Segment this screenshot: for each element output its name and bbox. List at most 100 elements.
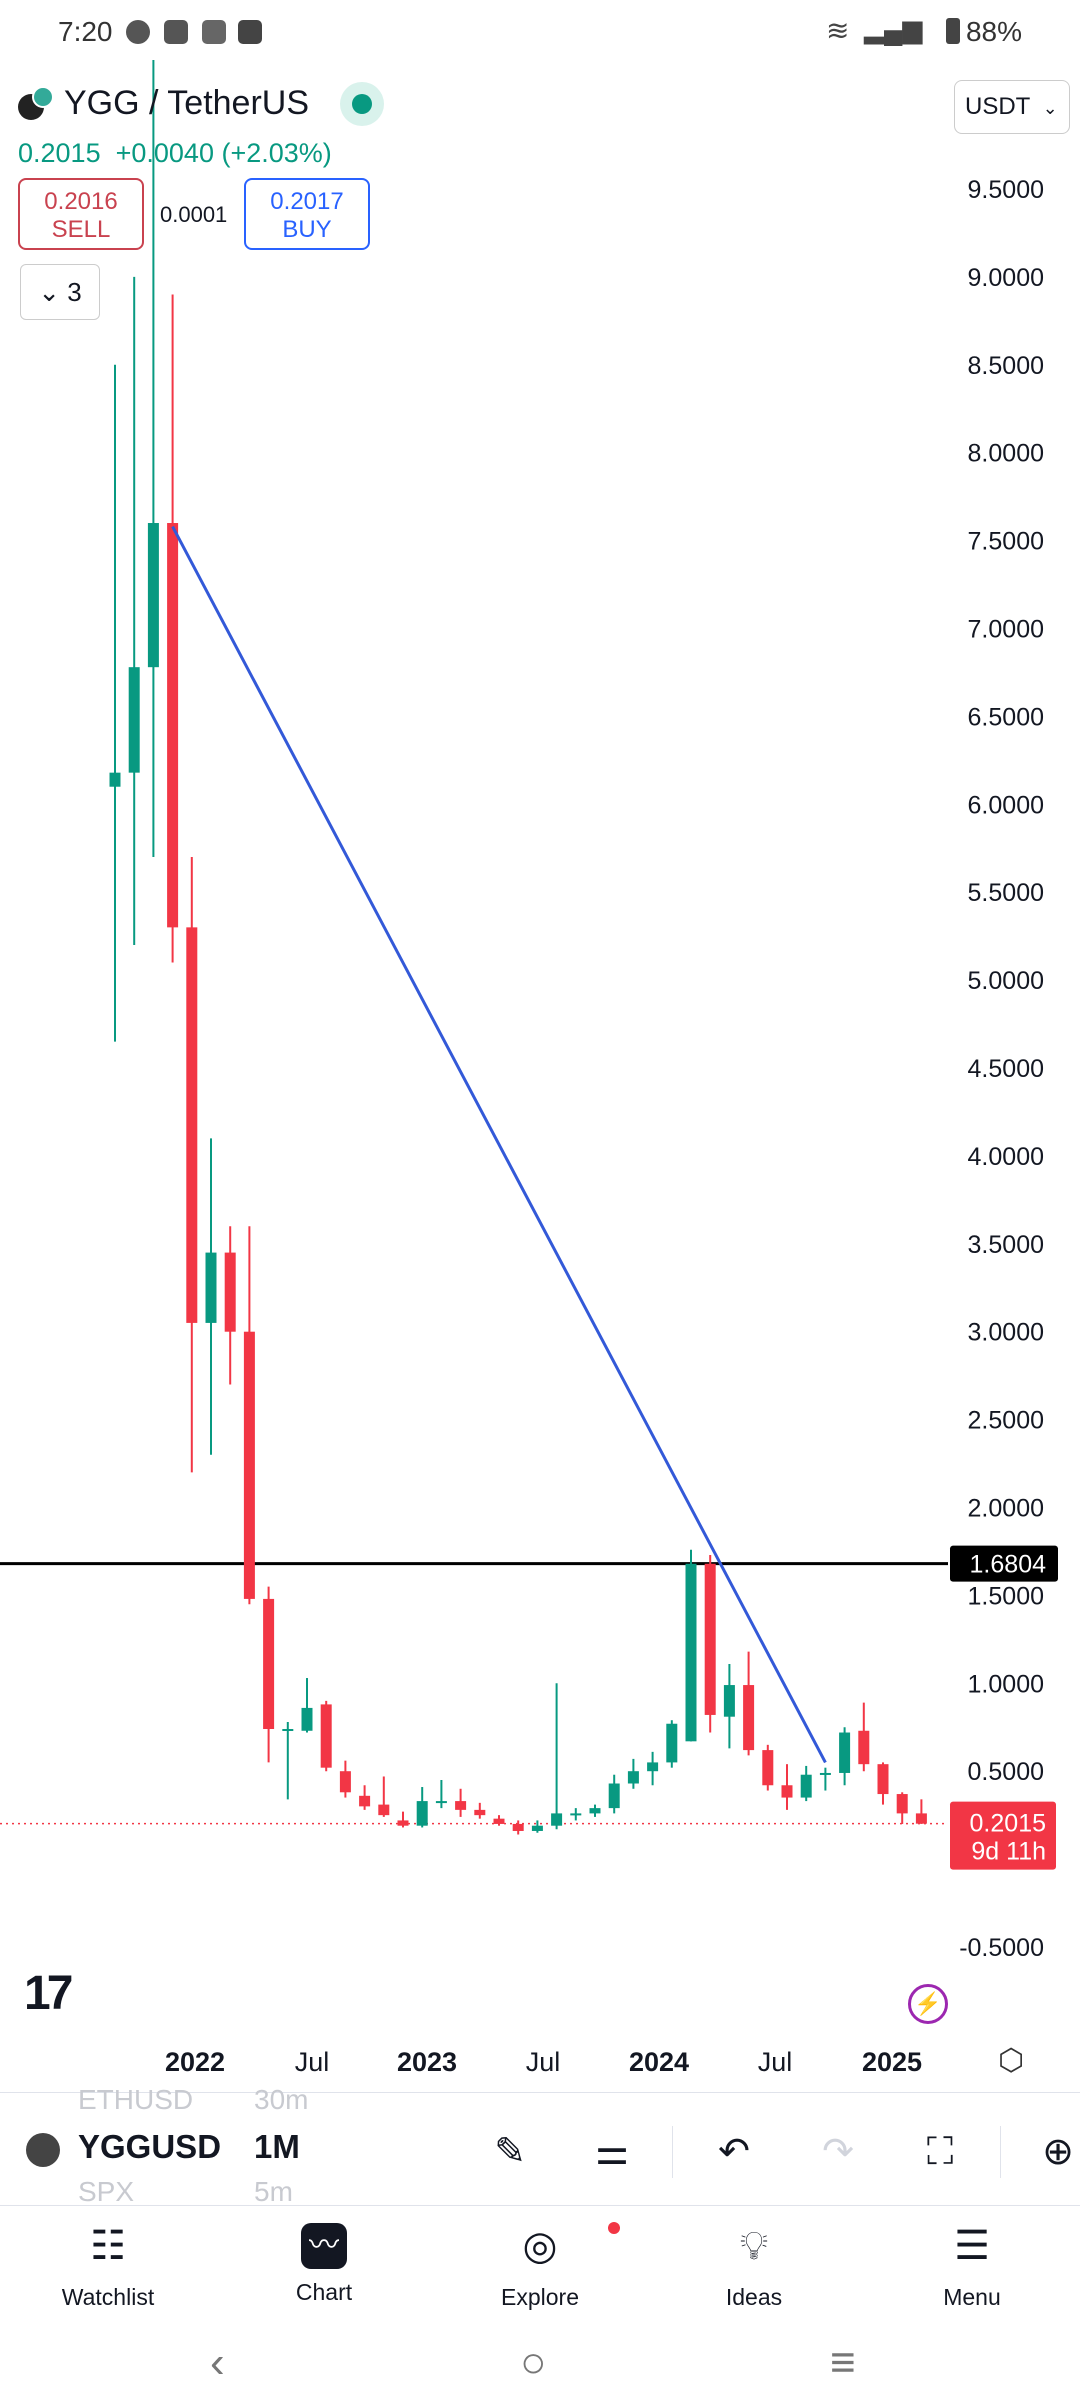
candle-body [243,1331,255,1599]
nav-watchlist[interactable]: ☷ Watchlist [28,2218,188,2311]
candle-body [896,1794,908,1814]
market-open-indicator-icon[interactable] [340,82,384,126]
time-axis-tick: Jul [758,2047,793,2077]
currency-value: USDT [965,93,1030,120]
nav-chart-label: Chart [295,2279,353,2305]
candle-body [493,1818,505,1824]
nav-chart[interactable]: 〰 Chart [244,2218,404,2306]
symbol-logo-icon [26,2133,60,2167]
price-axis-tick: 1.5000 [968,1582,1044,1610]
price-axis-tick: 3.5000 [968,1231,1044,1259]
nav-explore[interactable]: ◎ Explore [460,2218,620,2311]
price-axis-tick: 7.5000 [968,528,1044,556]
undo-icon[interactable]: ↶ [718,2131,750,2173]
interval-picker[interactable]: 1M [254,2128,300,2165]
chart-settings-icon[interactable]: ⬡ [998,2044,1025,2077]
nav-menu[interactable]: ☰ Menu [892,2218,1052,2311]
candle-body [147,523,159,668]
symbol-picker-prev[interactable]: ETHUSD [78,2084,194,2115]
candle-countdown-label: 9d 11h [971,1838,1046,1866]
home-icon[interactable]: ○ [520,2338,547,2387]
interval-picker-prev[interactable]: 30m [254,2084,309,2115]
currency-select[interactable]: USDT ⌄ [954,80,1070,134]
signal-icon: ▂▄▆ [864,14,923,44]
toolbar-divider [1000,2126,1001,2178]
candle-body [320,1704,332,1768]
time-axis-tick: 2025 [862,2047,922,2077]
chart-icon: 〰 [301,2223,347,2269]
candle-body [378,1804,390,1816]
symbol-picker[interactable]: YGGUSD [78,2128,222,2165]
price-axis-tick: 5.5000 [968,879,1044,907]
last-price: 0.2015 [18,138,101,168]
price-axis-tick: 9.5000 [968,176,1044,204]
price-axis-tick: 0.5000 [968,1758,1044,1786]
candle-body [339,1771,351,1793]
candle-body [224,1252,236,1332]
back-icon[interactable]: ‹ [210,2338,225,2387]
pen-icon[interactable]: ✎ [494,2131,526,2173]
symbol-picker-next[interactable]: SPX [78,2176,135,2207]
lightning-icon[interactable]: ⚡ [908,1984,948,2024]
indicators-collapse-button[interactable]: ⌄ 3 [20,264,100,320]
exchange-logo-icon [32,86,54,108]
price-axis-tick: 5.0000 [968,967,1044,995]
candle-body [109,772,121,787]
chevron-down-icon: ⌄ [38,277,61,307]
candle-body [282,1729,294,1732]
candle-body [743,1685,755,1751]
chart-toolbar [0,2092,1080,2206]
redo-icon[interactable]: ↷ [822,2131,854,2173]
recents-icon[interactable]: ≡ [830,2338,856,2387]
tradingview-logo-icon[interactable]: 17 [24,1967,73,2020]
spread-value: 0.0001 [160,202,228,227]
sell-price: 0.2016 [44,188,118,215]
nav-menu-label: Menu [943,2284,1001,2310]
candle-body [416,1801,428,1826]
watchlist-icon: ☷ [90,2224,126,2268]
compass-icon: ◎ [512,2218,620,2274]
horizontal-line-price-label: 1.6804 [970,1551,1047,1579]
nav-watchlist-label: Watchlist [61,2284,155,2310]
candle-body [819,1772,831,1775]
toolbar-divider [672,2126,673,2178]
price-change: +0.0040 [115,138,214,168]
candle-body [263,1598,275,1730]
sell-button[interactable]: 0.2016 SELL [18,178,144,250]
indicators-icon[interactable]: ⚌ [594,2131,630,2173]
trend-line [171,525,827,1764]
candle-body [167,523,179,928]
current-price-label-bg [950,1801,1056,1870]
price-axis-tick: 2.5000 [968,1407,1044,1435]
chevron-down-icon: ⌄ [1042,98,1058,118]
indicators-count: 3 [67,277,82,307]
horizontal-line-price-label-bg [950,1545,1058,1582]
price-axis-tick: 2.0000 [968,1495,1044,1523]
symbol-title[interactable]: YGG / TetherUS [64,84,310,122]
interval-picker-next[interactable]: 5m [254,2176,293,2207]
candle-body [666,1723,678,1763]
price-chart[interactable]: 9.5000 9.0000 8.5000 8.0000 7.5000 7.0000 6.50… [0,60,1080,2092]
candle-body [685,1563,697,1742]
price-change-percent: (+2.03%) [221,138,332,168]
candle-body [589,1808,601,1814]
sell-label: SELL [51,216,111,243]
nav-ideas[interactable]: 💡︎ Ideas [674,2218,834,2311]
candle-body [128,667,140,773]
wifi-icon: ≋ [826,15,850,46]
nav-explore-label: Explore [501,2284,579,2310]
candle-body [397,1820,409,1826]
status-time: 7:20 [58,16,113,47]
current-price-label: 0.2015 [970,1810,1046,1838]
candle-body [301,1707,313,1731]
buy-button[interactable]: 0.2017 BUY [244,178,370,250]
fullscreen-icon[interactable]: ⛶ [926,2131,954,2173]
price-axis-tick: -0.5000 [959,1934,1044,1962]
system-nav-bar [0,2316,1080,2408]
candle-body [839,1732,851,1773]
candle-body [512,1823,524,1831]
telegram-icon [202,20,226,44]
add-icon[interactable]: ⊕ [1042,2131,1074,2173]
candle-body [205,1252,217,1323]
candle-body [723,1685,735,1717]
